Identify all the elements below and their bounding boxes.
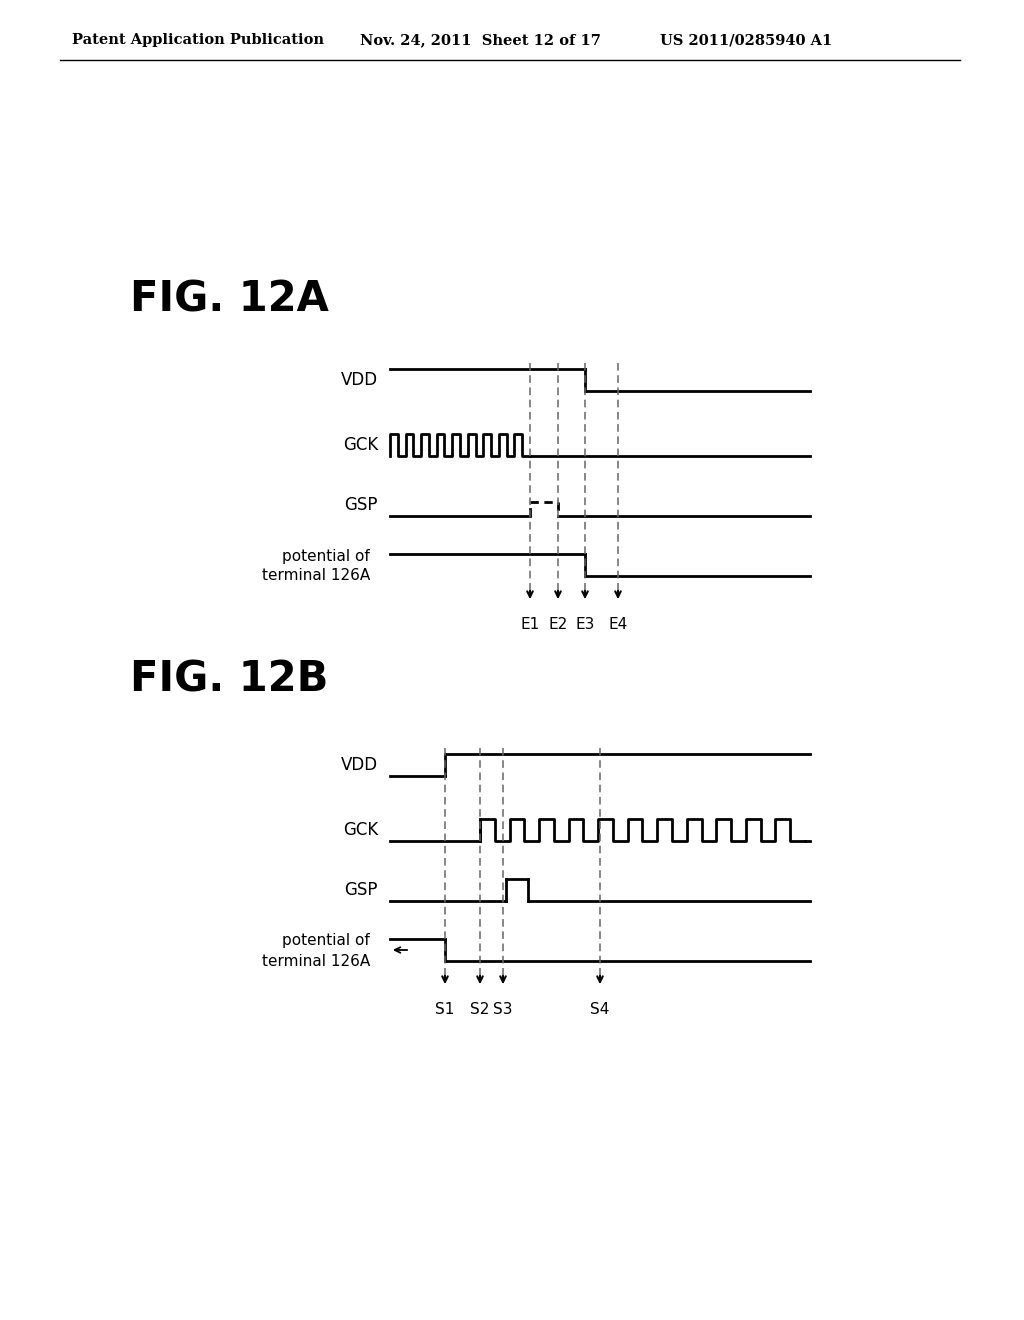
Text: terminal 126A: terminal 126A: [262, 953, 370, 969]
Text: GCK: GCK: [343, 821, 378, 840]
Text: GCK: GCK: [343, 436, 378, 454]
Text: US 2011/0285940 A1: US 2011/0285940 A1: [660, 33, 833, 48]
Text: S4: S4: [590, 1002, 609, 1016]
Text: E4: E4: [608, 616, 628, 632]
Text: terminal 126A: terminal 126A: [262, 569, 370, 583]
Text: S3: S3: [494, 1002, 513, 1016]
Text: GSP: GSP: [344, 496, 378, 513]
Text: E3: E3: [575, 616, 595, 632]
Text: Nov. 24, 2011  Sheet 12 of 17: Nov. 24, 2011 Sheet 12 of 17: [360, 33, 601, 48]
Text: Patent Application Publication: Patent Application Publication: [72, 33, 324, 48]
Text: E1: E1: [520, 616, 540, 632]
Text: GSP: GSP: [344, 880, 378, 899]
Text: potential of: potential of: [283, 549, 370, 564]
Text: S2: S2: [470, 1002, 489, 1016]
Text: FIG. 12B: FIG. 12B: [130, 659, 329, 701]
Text: FIG. 12A: FIG. 12A: [130, 279, 329, 321]
Text: potential of: potential of: [283, 933, 370, 949]
Text: VDD: VDD: [341, 371, 378, 389]
Text: E2: E2: [549, 616, 567, 632]
Text: VDD: VDD: [341, 756, 378, 774]
Text: S1: S1: [435, 1002, 455, 1016]
